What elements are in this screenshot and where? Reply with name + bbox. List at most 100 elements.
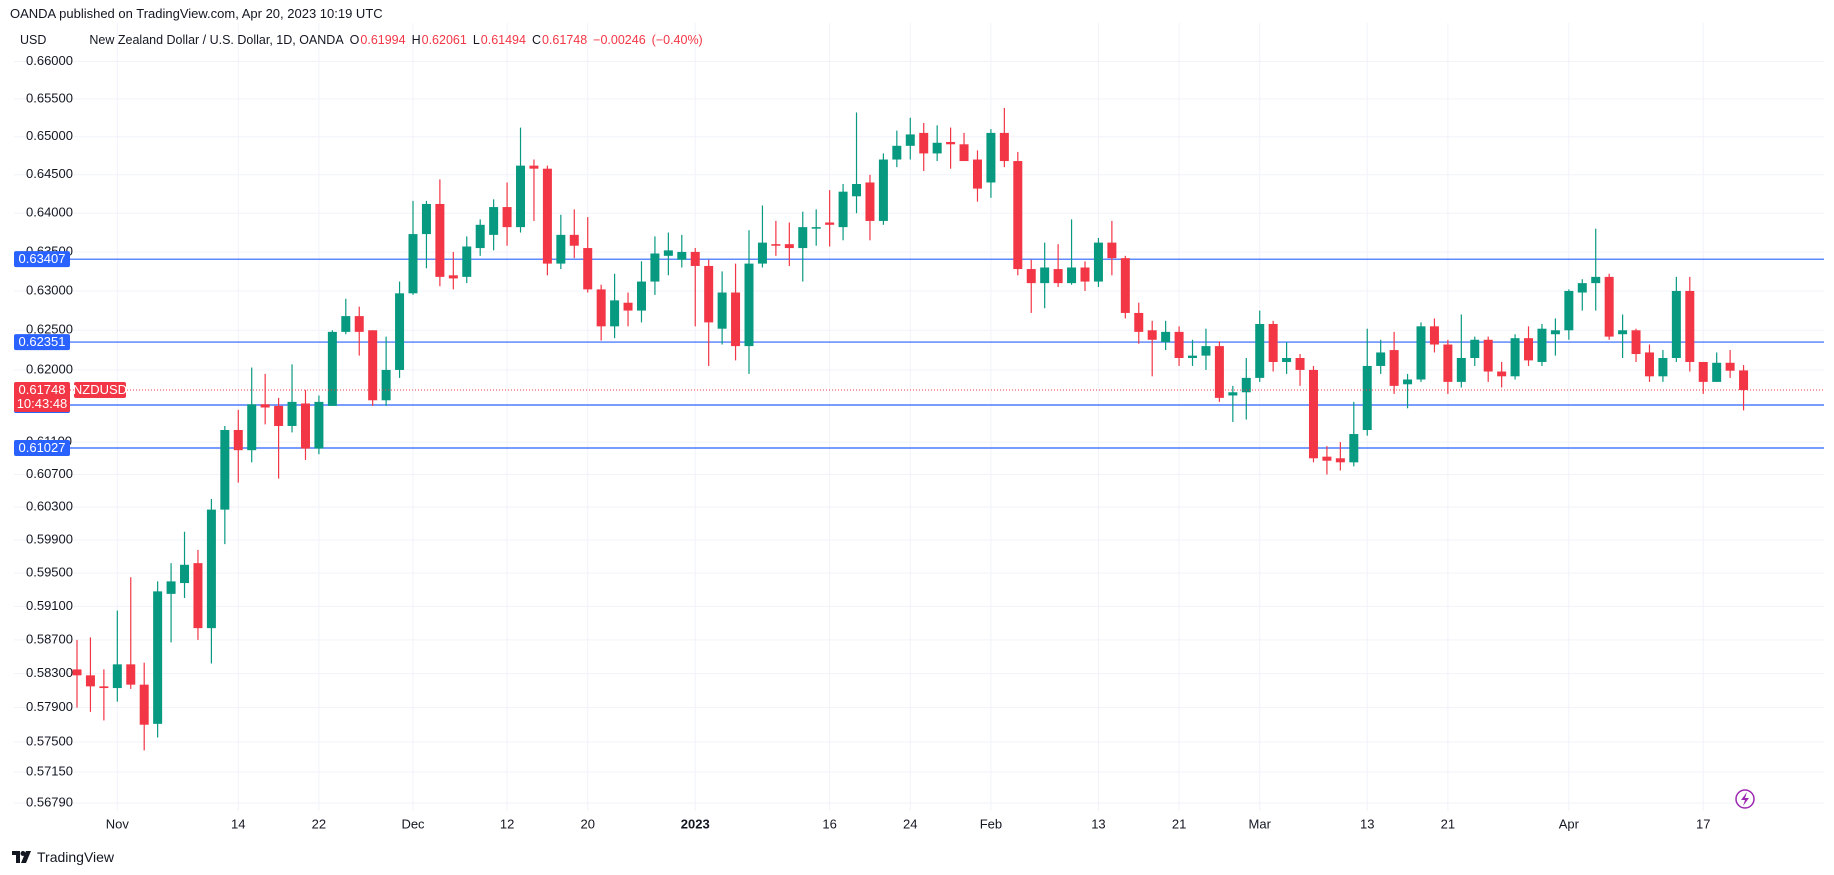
candle-body	[448, 275, 458, 279]
candle-body	[72, 669, 82, 676]
candle-body	[1564, 290, 1574, 331]
candle-body	[1591, 276, 1601, 284]
candle-body	[919, 132, 929, 154]
candle-body	[287, 401, 297, 426]
change-percent: (−0.40%)	[651, 33, 703, 47]
candle-body	[462, 246, 472, 277]
candle-body	[865, 182, 875, 221]
candle-body	[1214, 346, 1224, 398]
y-tick-label: 0.57900	[26, 699, 73, 714]
candle-body	[1026, 269, 1036, 284]
x-tick-label: 20	[580, 816, 594, 831]
x-tick-label: 14	[231, 816, 245, 831]
candle-body	[381, 369, 391, 401]
x-tick-label: 22	[312, 816, 326, 831]
candle-body	[341, 316, 351, 332]
candle-body	[408, 234, 418, 294]
candle-body	[663, 250, 673, 256]
y-tick-label: 0.63000	[26, 282, 73, 297]
candle-body	[1416, 326, 1426, 380]
candle-body	[1201, 346, 1211, 356]
x-tick-label: Mar	[1249, 816, 1272, 831]
candle-body	[946, 142, 956, 145]
candle-body	[1671, 290, 1681, 359]
candle-body	[260, 404, 270, 408]
candle-body	[1120, 258, 1130, 313]
brand: TradingView	[37, 849, 115, 865]
axis-labels: 0.660000.655000.650000.645000.640000.635…	[14, 53, 1710, 831]
candle-body	[677, 251, 687, 260]
candle-body	[1698, 361, 1708, 382]
candle-body	[368, 330, 378, 401]
candle-body	[1255, 323, 1265, 378]
y-tick-label: 0.59500	[26, 565, 73, 580]
candle-body	[892, 145, 902, 160]
candle-body	[556, 234, 566, 264]
price-line-label-bg	[14, 251, 70, 268]
candle-body	[206, 509, 216, 629]
candle-body	[636, 281, 646, 311]
candle-body	[569, 234, 579, 246]
candle-body	[610, 300, 620, 327]
last-price-label: 0.61748	[19, 382, 66, 397]
candle-body	[717, 292, 727, 329]
y-tick-label: 0.64000	[26, 205, 73, 220]
candle-body	[1550, 330, 1560, 335]
candle-body	[1147, 330, 1157, 340]
candle-body	[1403, 379, 1413, 385]
candle-body	[1241, 377, 1251, 393]
last-price-label-bg	[14, 382, 70, 413]
candle-body	[516, 165, 526, 228]
candle-body	[623, 302, 633, 311]
candle-body	[180, 564, 190, 584]
candle-body	[354, 316, 364, 332]
replay-icon[interactable]	[1735, 789, 1755, 809]
candle-body	[1725, 362, 1735, 371]
candle-body	[1524, 338, 1534, 361]
candle-body	[1376, 352, 1386, 366]
candle-body	[1510, 338, 1520, 377]
candle-body	[99, 686, 109, 689]
candle-body	[435, 203, 445, 277]
candle-body	[1228, 392, 1238, 396]
x-tick-label: 21	[1172, 816, 1186, 831]
candle-body	[1308, 369, 1318, 459]
candle-body	[1577, 283, 1587, 293]
candle-body	[489, 207, 499, 235]
candle-body	[193, 563, 203, 629]
ohlc-value: 0.62061	[421, 33, 467, 47]
candle-body	[1335, 458, 1345, 463]
y-tick-label: 0.65000	[26, 128, 73, 143]
candle-body	[1093, 242, 1103, 282]
y-tick-label: 0.64500	[26, 166, 73, 181]
ohlc-value: 0.61994	[360, 33, 406, 47]
x-tick-label: 2023	[681, 816, 710, 831]
candle-body	[1429, 326, 1439, 345]
candle-body	[1282, 358, 1292, 362]
x-tick-label: 24	[903, 816, 917, 831]
candle-body	[1604, 276, 1614, 337]
x-tick-label: 16	[822, 816, 836, 831]
candle-body	[650, 253, 660, 282]
candle-body	[1161, 331, 1171, 343]
x-tick-label: Apr	[1559, 816, 1580, 831]
candle-body	[905, 134, 915, 146]
candle-body	[1456, 358, 1466, 382]
footer[interactable]: TradingView	[12, 849, 114, 865]
ohlc-value: 0.61748	[541, 33, 588, 47]
candle-body	[1443, 344, 1453, 382]
currency: USD	[20, 33, 47, 47]
candle-body	[1174, 331, 1184, 359]
candle-body	[1470, 339, 1480, 359]
candle-body	[771, 244, 781, 246]
grid	[14, 23, 1824, 811]
candle-body	[85, 675, 95, 687]
candle-body	[811, 227, 821, 229]
candle-body	[878, 159, 888, 221]
candle-body	[274, 405, 284, 426]
candle-body	[1188, 355, 1198, 359]
publish-info: OANDA published on TradingView.com, Apr …	[10, 6, 383, 21]
candle-body	[220, 430, 230, 510]
